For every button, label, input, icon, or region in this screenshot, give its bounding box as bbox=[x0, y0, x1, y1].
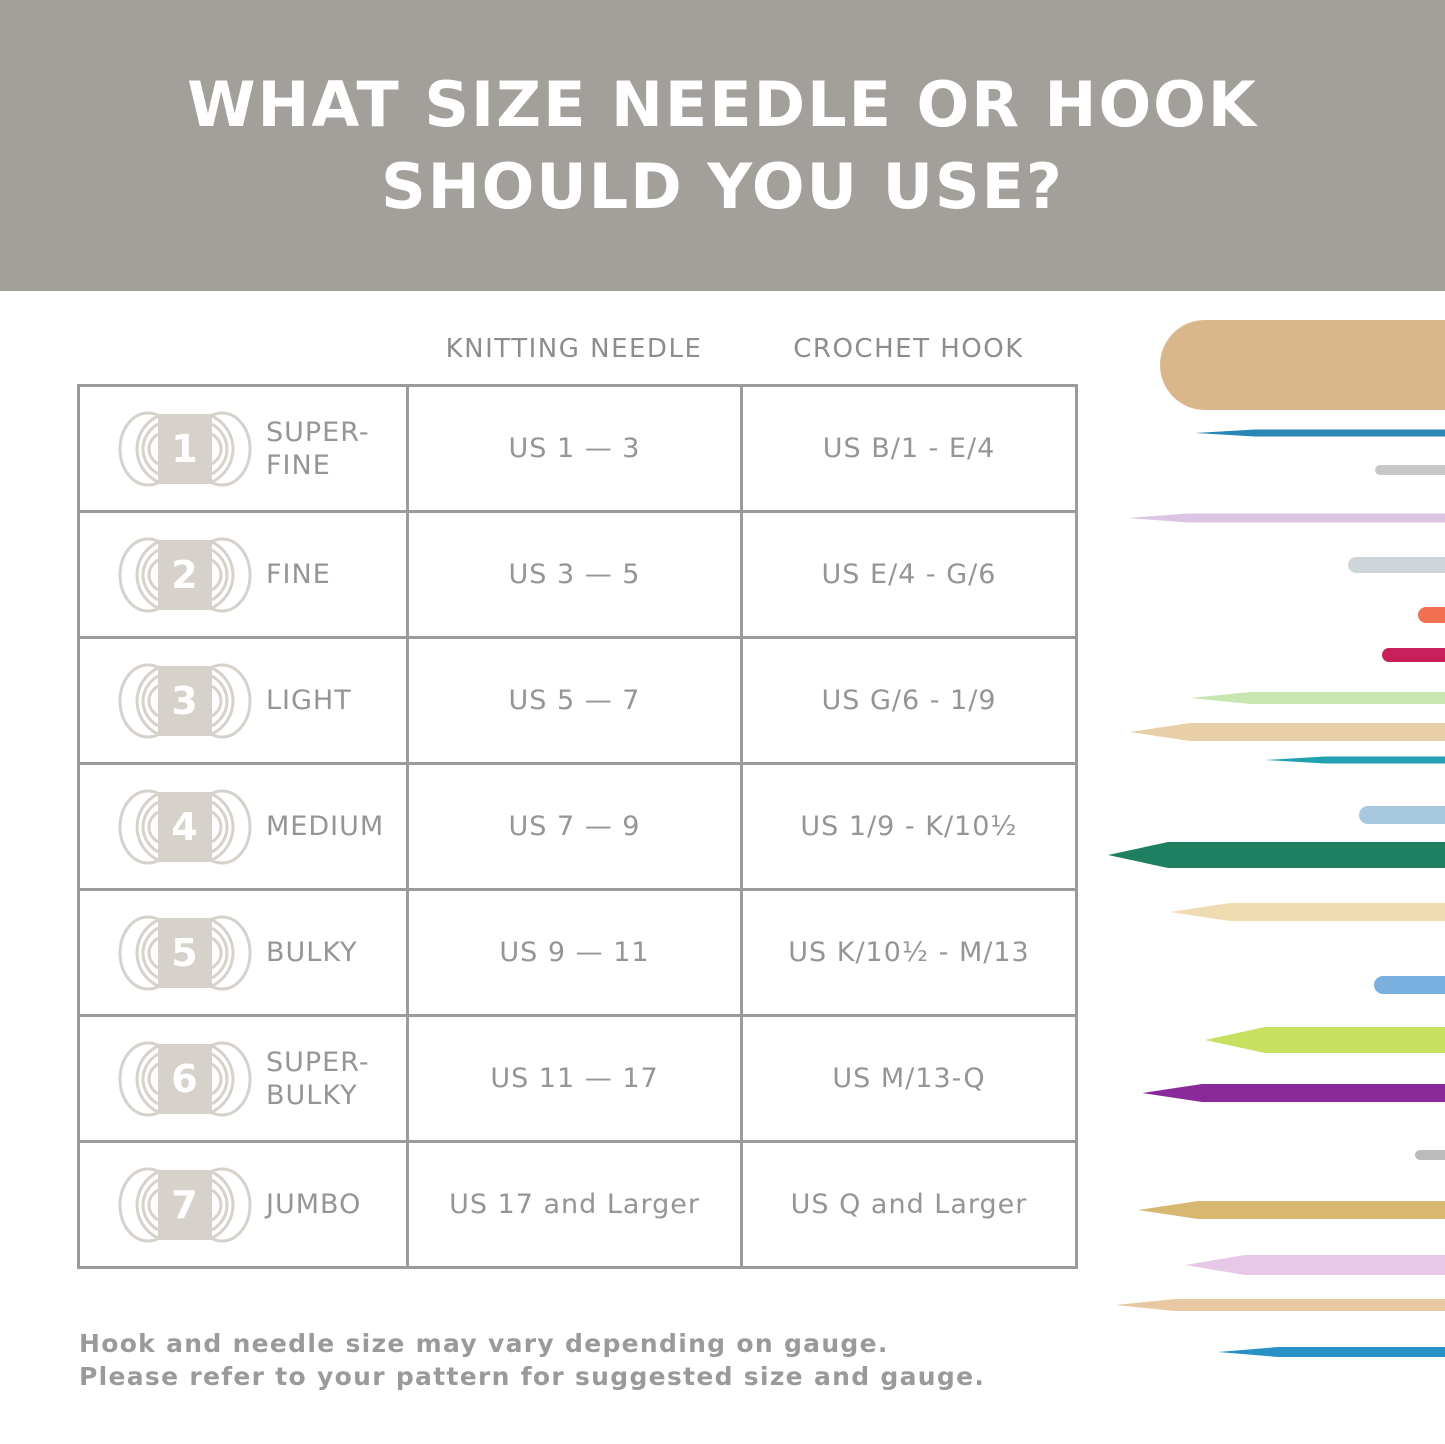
table-row: 7 JUMBO US 17 and Larger US Q and Larger bbox=[77, 1140, 1078, 1269]
crochet-hook-image bbox=[1359, 806, 1445, 824]
weight-number: 2 bbox=[171, 553, 198, 597]
crochet-hook-image bbox=[1418, 607, 1445, 623]
weight-cell: 4 MEDIUM bbox=[77, 762, 409, 891]
knitting-needle-image bbox=[1128, 513, 1445, 523]
knitting-size-cell: US 3 — 5 bbox=[406, 510, 743, 639]
yarn-skein-icon: 2 bbox=[118, 537, 252, 612]
weight-cell: 7 JUMBO bbox=[77, 1140, 409, 1269]
yarn-skein-icon: 4 bbox=[118, 789, 252, 864]
knitting-size-cell: US 17 and Larger bbox=[406, 1140, 743, 1269]
column-header-crochet: CROCHET HOOK bbox=[793, 334, 1024, 364]
weight-number: 4 bbox=[171, 805, 198, 849]
yarn-skein-icon: 3 bbox=[118, 663, 252, 738]
weight-cell: 3 LIGHT bbox=[77, 636, 409, 765]
crochet-size-cell: US K/10½ - M/13 bbox=[740, 888, 1078, 1017]
weight-cell: 1 SUPER- FINE bbox=[77, 384, 409, 513]
crochet-hook-image bbox=[1382, 648, 1445, 662]
weight-cell: 6 SUPER- BULKY bbox=[77, 1014, 409, 1143]
crochet-size-cell: US G/6 - 1/9 bbox=[740, 636, 1078, 765]
knitting-needle-image bbox=[1195, 429, 1445, 437]
table-row: 3 LIGHT US 5 — 7 US G/6 - 1/9 bbox=[77, 636, 1078, 765]
crochet-hook-image bbox=[1374, 976, 1445, 994]
weight-name: JUMBO bbox=[266, 1189, 362, 1220]
yarn-skein-icon: 6 bbox=[118, 1041, 252, 1116]
weight-number: 3 bbox=[171, 679, 198, 723]
weight-number: 1 bbox=[171, 427, 198, 471]
knitting-size-cell: US 9 — 11 bbox=[406, 888, 743, 1017]
weight-name: SUPER- BULKY bbox=[266, 1046, 370, 1111]
weight-name: SUPER- FINE bbox=[266, 416, 370, 481]
header-banner: WHAT SIZE NEEDLE OR HOOK SHOULD YOU USE? bbox=[0, 0, 1445, 291]
knitting-needle-image bbox=[1218, 1347, 1445, 1357]
knitting-needle-image bbox=[1108, 842, 1445, 868]
weight-number: 6 bbox=[171, 1057, 198, 1101]
knitting-needle-image bbox=[1138, 1201, 1445, 1219]
crochet-size-cell: US Q and Larger bbox=[740, 1140, 1078, 1269]
knitting-size-cell: US 11 — 17 bbox=[406, 1014, 743, 1143]
table-row: 4 MEDIUM US 7 — 9 US 1/9 - K/10½ bbox=[77, 762, 1078, 891]
knitting-needle-image bbox=[1142, 1084, 1445, 1102]
knitting-size-cell: US 7 — 9 bbox=[406, 762, 743, 891]
weight-name: BULKY bbox=[266, 937, 358, 968]
yarn-skein-icon: 7 bbox=[118, 1167, 252, 1242]
weight-name: MEDIUM bbox=[266, 811, 385, 842]
weight-number: 5 bbox=[171, 931, 198, 975]
weight-name: FINE bbox=[266, 559, 331, 590]
needles-and-hooks-photo bbox=[1108, 320, 1445, 1357]
crochet-size-cell: US B/1 - E/4 bbox=[740, 384, 1078, 513]
weight-number: 7 bbox=[171, 1183, 198, 1227]
knitting-needle-image bbox=[1265, 756, 1445, 764]
knitting-size-cell: US 5 — 7 bbox=[406, 636, 743, 765]
knitting-needle-image bbox=[1190, 692, 1445, 704]
table-row: 1 SUPER- FINE US 1 — 3 US B/1 - E/4 bbox=[77, 384, 1078, 513]
weight-name: LIGHT bbox=[266, 685, 352, 716]
title-line-2: SHOULD YOU USE? bbox=[381, 149, 1064, 223]
footnote-line-2: Please refer to your pattern for suggest… bbox=[79, 1362, 986, 1391]
knitting-needle-image bbox=[1170, 903, 1445, 921]
table-row: 2 FINE US 3 — 5 US E/4 - G/6 bbox=[77, 510, 1078, 639]
knitting-needle-image bbox=[1115, 1299, 1445, 1311]
crochet-size-cell: US E/4 - G/6 bbox=[740, 510, 1078, 639]
size-table: 1 SUPER- FINE US 1 — 3 US B/1 - E/4 2 FI… bbox=[77, 384, 1078, 1269]
crochet-hook-image bbox=[1415, 1150, 1445, 1160]
crochet-size-cell: US M/13-Q bbox=[740, 1014, 1078, 1143]
knitting-needle-image bbox=[1205, 1027, 1445, 1053]
yarn-skein-icon: 5 bbox=[118, 915, 252, 990]
table-row: 6 SUPER- BULKY US 11 — 17 US M/13-Q bbox=[77, 1014, 1078, 1143]
footnote-line-1: Hook and needle size may vary depending … bbox=[79, 1329, 889, 1358]
crochet-hook-image bbox=[1375, 465, 1445, 475]
crochet-size-cell: US 1/9 - K/10½ bbox=[740, 762, 1078, 891]
knitting-needle-image bbox=[1185, 1255, 1445, 1275]
yarn-skein-icon: 1 bbox=[118, 411, 252, 486]
knitting-needle-image bbox=[1130, 723, 1445, 741]
weight-cell: 2 FINE bbox=[77, 510, 409, 639]
knitting-size-cell: US 1 — 3 bbox=[406, 384, 743, 513]
weight-cell: 5 BULKY bbox=[77, 888, 409, 1017]
table-row: 5 BULKY US 9 — 11 US K/10½ - M/13 bbox=[77, 888, 1078, 1017]
footnote: Hook and needle size may vary depending … bbox=[79, 1327, 985, 1393]
crochet-hook-image bbox=[1160, 320, 1445, 410]
title-line-1: WHAT SIZE NEEDLE OR HOOK bbox=[187, 67, 1258, 141]
column-header-knitting: KNITTING NEEDLE bbox=[445, 334, 703, 364]
crochet-hook-image bbox=[1348, 557, 1445, 573]
